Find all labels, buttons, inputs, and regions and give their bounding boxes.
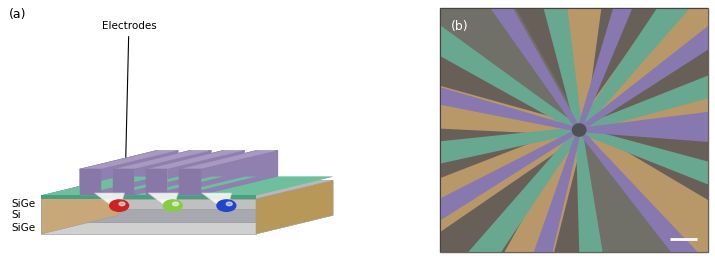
Polygon shape [41,177,119,199]
Text: Si: Si [11,210,21,220]
Polygon shape [113,150,190,195]
Polygon shape [578,128,715,260]
Circle shape [226,202,232,206]
Polygon shape [202,193,232,212]
Text: Electrodes: Electrodes [102,21,157,180]
Circle shape [109,200,129,211]
Polygon shape [134,150,212,195]
Polygon shape [79,169,101,195]
Polygon shape [167,150,245,195]
Polygon shape [113,169,134,195]
Polygon shape [179,150,257,195]
Text: (a): (a) [9,8,26,21]
Polygon shape [580,44,715,132]
Polygon shape [383,0,579,132]
Polygon shape [581,103,715,132]
Polygon shape [41,209,256,222]
Polygon shape [113,150,212,169]
Polygon shape [516,131,581,260]
Polygon shape [146,169,167,195]
Polygon shape [94,193,124,212]
Polygon shape [146,150,245,169]
Polygon shape [179,169,201,195]
Polygon shape [41,199,256,209]
Polygon shape [79,150,178,169]
Polygon shape [41,177,157,195]
Polygon shape [41,195,256,199]
Polygon shape [575,130,699,260]
Polygon shape [146,150,223,195]
Polygon shape [41,203,333,222]
Polygon shape [583,68,715,135]
Polygon shape [134,177,223,195]
Polygon shape [580,128,715,216]
Text: SiGe: SiGe [11,223,36,233]
Polygon shape [382,72,578,132]
Text: SiGe: SiGe [11,199,36,209]
Polygon shape [578,0,715,130]
Polygon shape [405,0,582,132]
Polygon shape [477,132,583,260]
Polygon shape [148,193,178,212]
Polygon shape [256,180,333,234]
Polygon shape [547,0,611,126]
Polygon shape [41,180,119,234]
Polygon shape [201,177,333,195]
Polygon shape [41,180,333,199]
Polygon shape [134,195,146,199]
Circle shape [573,124,586,136]
Circle shape [217,200,236,211]
Polygon shape [101,177,190,195]
Polygon shape [101,150,178,195]
Polygon shape [403,129,579,236]
Polygon shape [578,9,715,131]
Polygon shape [201,150,278,195]
Circle shape [172,202,179,206]
Polygon shape [41,215,333,234]
Polygon shape [365,68,576,135]
Polygon shape [577,0,715,131]
Polygon shape [523,0,582,129]
Polygon shape [380,127,578,252]
Polygon shape [101,195,113,199]
Polygon shape [578,130,712,260]
Polygon shape [79,150,157,195]
Polygon shape [581,125,715,147]
Polygon shape [167,195,179,199]
Circle shape [163,200,182,211]
Polygon shape [435,130,581,260]
Polygon shape [352,127,578,181]
Polygon shape [468,0,581,130]
Polygon shape [41,177,333,195]
Polygon shape [41,190,333,209]
Text: (b): (b) [450,20,468,33]
Polygon shape [41,195,79,199]
Polygon shape [577,0,653,129]
Polygon shape [167,177,257,195]
Polygon shape [201,195,256,199]
Polygon shape [179,150,278,169]
Polygon shape [41,222,256,234]
Polygon shape [576,132,616,260]
Circle shape [119,202,125,206]
